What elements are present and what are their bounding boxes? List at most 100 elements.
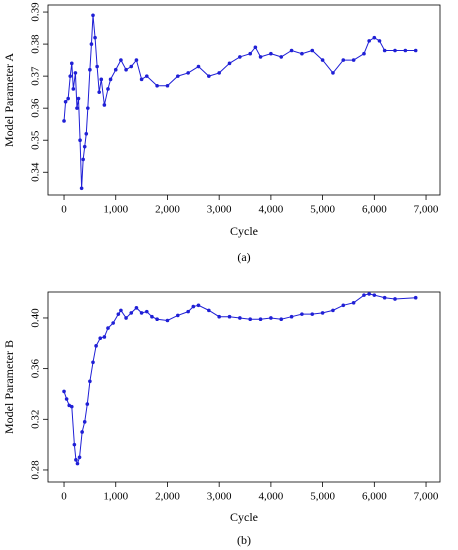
point	[176, 313, 180, 318]
point	[64, 397, 69, 401]
point	[76, 96, 81, 101]
point	[150, 314, 154, 319]
caption: (b)	[237, 533, 251, 547]
point	[91, 360, 95, 365]
x-tick-label: 4,000	[259, 491, 284, 503]
point	[331, 71, 335, 75]
point	[82, 144, 87, 149]
point	[155, 83, 159, 88]
point	[377, 39, 382, 43]
point	[97, 90, 101, 94]
point	[238, 55, 242, 59]
point	[403, 48, 408, 53]
x-tick-label: 2,000	[155, 491, 180, 503]
x-tick-label: 5,000	[310, 491, 335, 503]
y-tick-label: 0.37	[30, 66, 42, 86]
point	[77, 455, 82, 460]
point	[258, 317, 263, 322]
point	[279, 317, 284, 322]
point	[134, 306, 139, 310]
y-tick-label: 0.39	[30, 2, 42, 22]
point	[139, 311, 144, 315]
point	[253, 45, 258, 50]
plot-frame	[47, 4, 441, 196]
point	[93, 35, 97, 40]
point	[196, 303, 201, 308]
y-tick-label: 0.36	[30, 359, 42, 379]
point	[119, 308, 123, 313]
x-tick-label: 7,000	[414, 491, 439, 503]
point	[279, 55, 284, 59]
point	[372, 293, 377, 297]
point	[207, 308, 211, 313]
point	[331, 308, 335, 313]
point	[300, 312, 304, 316]
point	[196, 64, 201, 69]
point	[186, 71, 190, 75]
x-axis-label: Cycle	[230, 224, 258, 238]
x-tick-label: 6,000	[362, 204, 387, 216]
point	[72, 442, 77, 447]
point	[186, 309, 190, 314]
point	[80, 430, 84, 434]
point	[238, 316, 242, 320]
y-tick-label: 0.32	[30, 410, 42, 429]
point	[129, 64, 134, 69]
point	[71, 87, 76, 91]
point	[66, 96, 70, 101]
x-tick-label: 5,000	[310, 204, 335, 216]
point	[88, 67, 92, 72]
point	[94, 344, 98, 348]
point	[227, 314, 232, 319]
point	[176, 74, 180, 78]
point	[362, 51, 366, 56]
y-axis-label: Model Parameter B	[2, 340, 16, 434]
point	[119, 58, 123, 62]
point	[116, 312, 121, 316]
point	[75, 106, 79, 110]
y-tick-label: 0.35	[30, 130, 42, 150]
point	[62, 389, 66, 394]
point	[310, 312, 315, 316]
point	[84, 132, 89, 136]
point	[74, 458, 78, 462]
x-tick-label: 0	[61, 491, 67, 503]
point	[134, 58, 139, 62]
point	[78, 138, 82, 143]
point	[144, 74, 149, 78]
point	[86, 106, 90, 110]
point	[124, 67, 128, 72]
point	[351, 58, 356, 62]
point	[111, 321, 115, 325]
x-axis-label: Cycle	[230, 510, 258, 524]
point	[227, 61, 232, 66]
point	[102, 103, 107, 107]
point	[81, 157, 85, 162]
point	[63, 99, 68, 104]
point	[73, 71, 78, 75]
point	[79, 186, 84, 191]
point	[165, 83, 170, 88]
point	[413, 295, 418, 300]
point	[207, 74, 211, 78]
x-tick-label: 0	[61, 204, 67, 216]
point	[289, 314, 294, 319]
point	[98, 336, 103, 341]
point	[124, 316, 128, 320]
x-tick-label: 1,000	[103, 204, 128, 216]
point	[102, 335, 107, 339]
point	[106, 326, 110, 330]
point	[155, 317, 159, 322]
x-tick-label: 3,000	[207, 491, 232, 503]
point	[248, 317, 253, 322]
point	[320, 311, 325, 315]
point	[139, 77, 144, 82]
point	[393, 297, 397, 301]
point	[341, 58, 346, 62]
point	[413, 48, 418, 53]
y-axis-label: Model Parameter A	[2, 53, 16, 147]
x-tick-label: 4,000	[259, 204, 284, 216]
point	[113, 67, 118, 72]
point	[129, 311, 134, 315]
